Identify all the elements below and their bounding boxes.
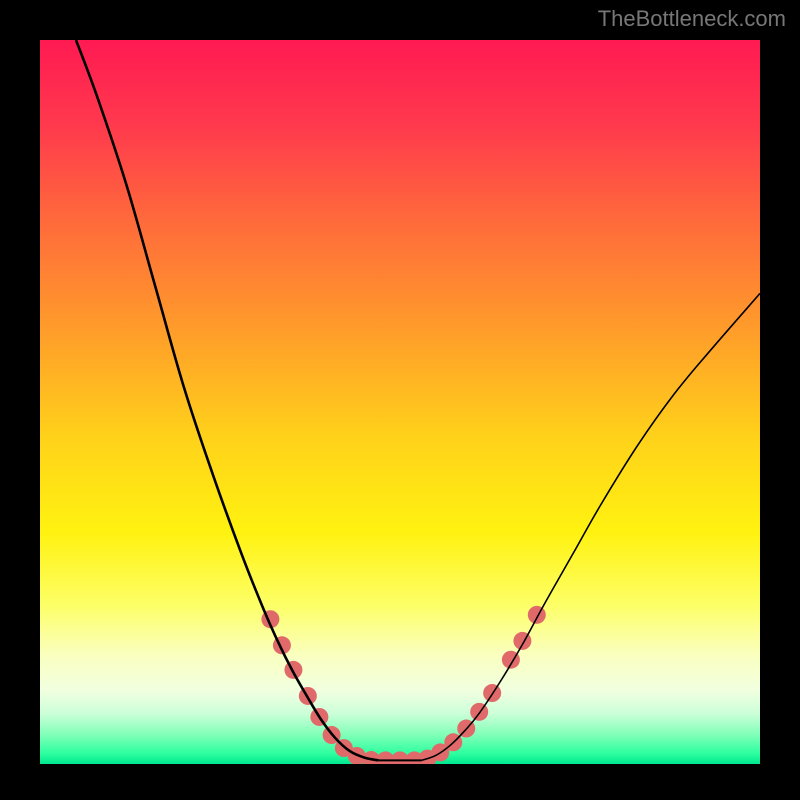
chart-svg: [40, 40, 760, 764]
gradient-background: [40, 40, 760, 764]
chart-frame: TheBottleneck.com: [0, 0, 800, 800]
watermark-text: TheBottleneck.com: [598, 6, 786, 32]
curve-marker: [528, 606, 546, 624]
chart-plot-area: [40, 40, 760, 764]
